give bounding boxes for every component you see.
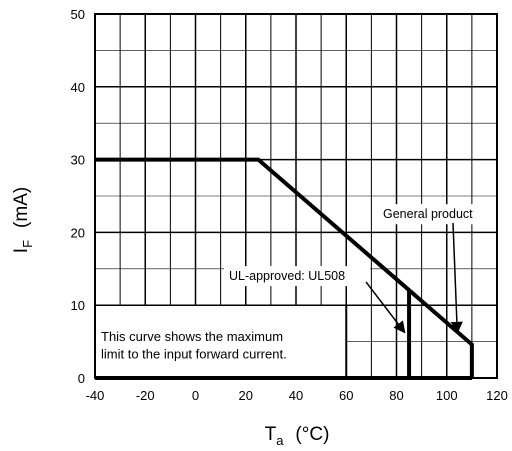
annotation-general-product: General product xyxy=(383,207,473,221)
x-tick-label: 100 xyxy=(436,388,458,403)
x-tick-label: 20 xyxy=(239,388,253,403)
x-tick-label: 80 xyxy=(389,388,403,403)
y-tick-label: 30 xyxy=(71,153,85,168)
note-line-2: limit to the input forward current. xyxy=(101,346,287,361)
x-tick-labels: -40 -20 0 20 40 60 80 100 120 xyxy=(86,388,508,403)
x-axis-title-sub: a xyxy=(276,433,284,448)
x-axis-title-main: T xyxy=(265,424,277,445)
svg-text:IF(mA): IF (mA) xyxy=(11,187,35,253)
x-tick-label: -20 xyxy=(136,388,155,403)
y-axis-title-sub: F xyxy=(20,240,35,248)
note-line-1: This curve shows the maximum xyxy=(101,329,283,344)
x-tick-label: 0 xyxy=(192,388,199,403)
y-tick-label: 50 xyxy=(71,7,85,22)
y-axis-title-main: I xyxy=(11,248,32,253)
y-tick-labels: 0 10 20 30 40 50 xyxy=(71,7,85,386)
y-tick-label: 10 xyxy=(71,298,85,313)
series-line-general-product xyxy=(95,157,474,378)
x-tick-label: 120 xyxy=(486,388,508,403)
svg-text:Ta(°C): Ta (°C) xyxy=(265,424,330,448)
y-tick-label: 0 xyxy=(78,371,85,386)
x-axis-title: Ta (°C) xyxy=(265,424,330,448)
y-tick-label: 20 xyxy=(71,225,85,240)
annotation-general-background xyxy=(379,204,495,225)
annotation-ul-arrow xyxy=(365,281,406,334)
annotation-general-arrow xyxy=(450,222,463,334)
y-axis-title: IF (mA) xyxy=(11,187,35,253)
annotation-ul-background xyxy=(224,266,370,287)
y-axis-title-unit: (mA) xyxy=(11,187,32,228)
x-axis-title-unit: (°C) xyxy=(295,424,329,445)
annotation-ul-approved: UL-approved: UL508 xyxy=(229,269,345,283)
y-tick-label: 40 xyxy=(71,80,85,95)
note-box xyxy=(96,306,346,377)
x-tick-label: 60 xyxy=(339,388,353,403)
series-lines xyxy=(95,157,474,380)
x-tick-label: 40 xyxy=(289,388,303,403)
x-tick-label: -40 xyxy=(86,388,105,403)
annotations: UL-approved: UL508 General product xyxy=(224,204,495,334)
